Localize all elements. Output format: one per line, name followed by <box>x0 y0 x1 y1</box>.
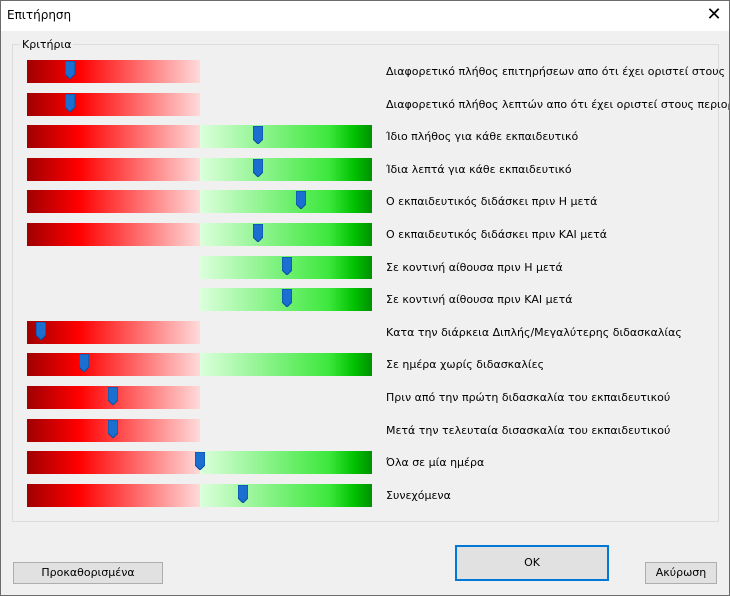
criterion-label: Σε κοντινή αίθουσα πριν Η μετά <box>386 260 563 274</box>
criterion-label: Διαφορετικό πλήθος λεπτών απο ότι έχει ο… <box>386 97 729 111</box>
slider-thumb[interactable] <box>107 386 119 406</box>
criterion-label: Όλα σε μία ημέρα <box>386 456 485 470</box>
slider-track-red <box>27 92 200 116</box>
slider-track-red <box>27 190 200 214</box>
slider-track-red <box>27 157 200 181</box>
slider-thumb[interactable] <box>252 223 264 243</box>
slider-track-green <box>200 157 372 181</box>
group-box <box>12 44 719 522</box>
slider-thumb[interactable] <box>252 158 264 178</box>
ok-button[interactable]: OK <box>455 545 609 581</box>
slider-track-red <box>27 60 200 83</box>
slider-track-green <box>200 353 372 377</box>
slider-track-red <box>27 320 200 344</box>
slider-thumb[interactable] <box>35 321 47 341</box>
slider-track-red <box>27 483 200 507</box>
slider-thumb[interactable] <box>64 93 76 113</box>
slider-thumb[interactable] <box>237 484 249 504</box>
slider-thumb[interactable] <box>64 60 76 80</box>
criterion-label: Σε ημέρα χωρίς διδασκαλίες <box>386 358 545 372</box>
slider-track-green <box>200 223 372 246</box>
slider-track-red <box>27 125 200 149</box>
slider-thumb[interactable] <box>295 190 307 211</box>
slider-thumb[interactable] <box>281 288 293 308</box>
defaults-button[interactable]: Προκαθορισμένα <box>13 562 163 584</box>
slider-track-red <box>27 353 200 377</box>
slider-track-red <box>27 223 200 246</box>
group-label: Κριτήρια <box>20 38 74 51</box>
slider-thumb[interactable] <box>281 256 293 276</box>
cancel-button[interactable]: Ακύρωση <box>645 562 717 584</box>
criterion-label: Ο εκπαιδευτικός διδάσκει πριν Η μετά <box>386 195 598 209</box>
criterion-label: Ίδιο πλήθος για κάθε εκπαιδευτικό <box>386 130 579 144</box>
criterion-label: Ίδια λεπτά για κάθε εκπαιδευτικό <box>386 162 572 176</box>
slider-track-red <box>27 451 200 475</box>
title-bar: Επιτήρηση ✕ <box>1 1 729 31</box>
window-title: Επιτήρηση <box>7 8 72 22</box>
slider-thumb[interactable] <box>252 125 264 145</box>
criterion-label: Κατα την διάρκεια Διπλής/Μεγαλύτερης διδ… <box>386 325 682 339</box>
slider-track-green <box>200 451 372 475</box>
criterion-label: Σε κοντινή αίθουσα πριν ΚΑΙ μετά <box>386 293 573 307</box>
close-button[interactable]: ✕ <box>706 4 722 25</box>
criterion-label: Διαφορετικό πλήθος επιτηρήσεων απο ότι έ… <box>386 65 726 78</box>
slider-track-green <box>200 483 372 507</box>
criterion-label: Πριν από την πρώτη διδασκαλία του εκπαιδ… <box>386 391 671 404</box>
slider-thumb[interactable] <box>107 419 119 439</box>
criterion-label: Ο εκπαιδευτικός διδάσκει πριν ΚΑΙ μετά <box>386 228 608 241</box>
slider-track-green <box>200 190 372 214</box>
criterion-label: Συνεχόμενα <box>386 488 451 502</box>
slider-track-green <box>200 125 372 149</box>
slider-thumb[interactable] <box>194 451 206 471</box>
criterion-label: Μετά την τελευταία δισασκαλία του εκπαιδ… <box>386 423 671 437</box>
slider-thumb[interactable] <box>78 353 90 374</box>
